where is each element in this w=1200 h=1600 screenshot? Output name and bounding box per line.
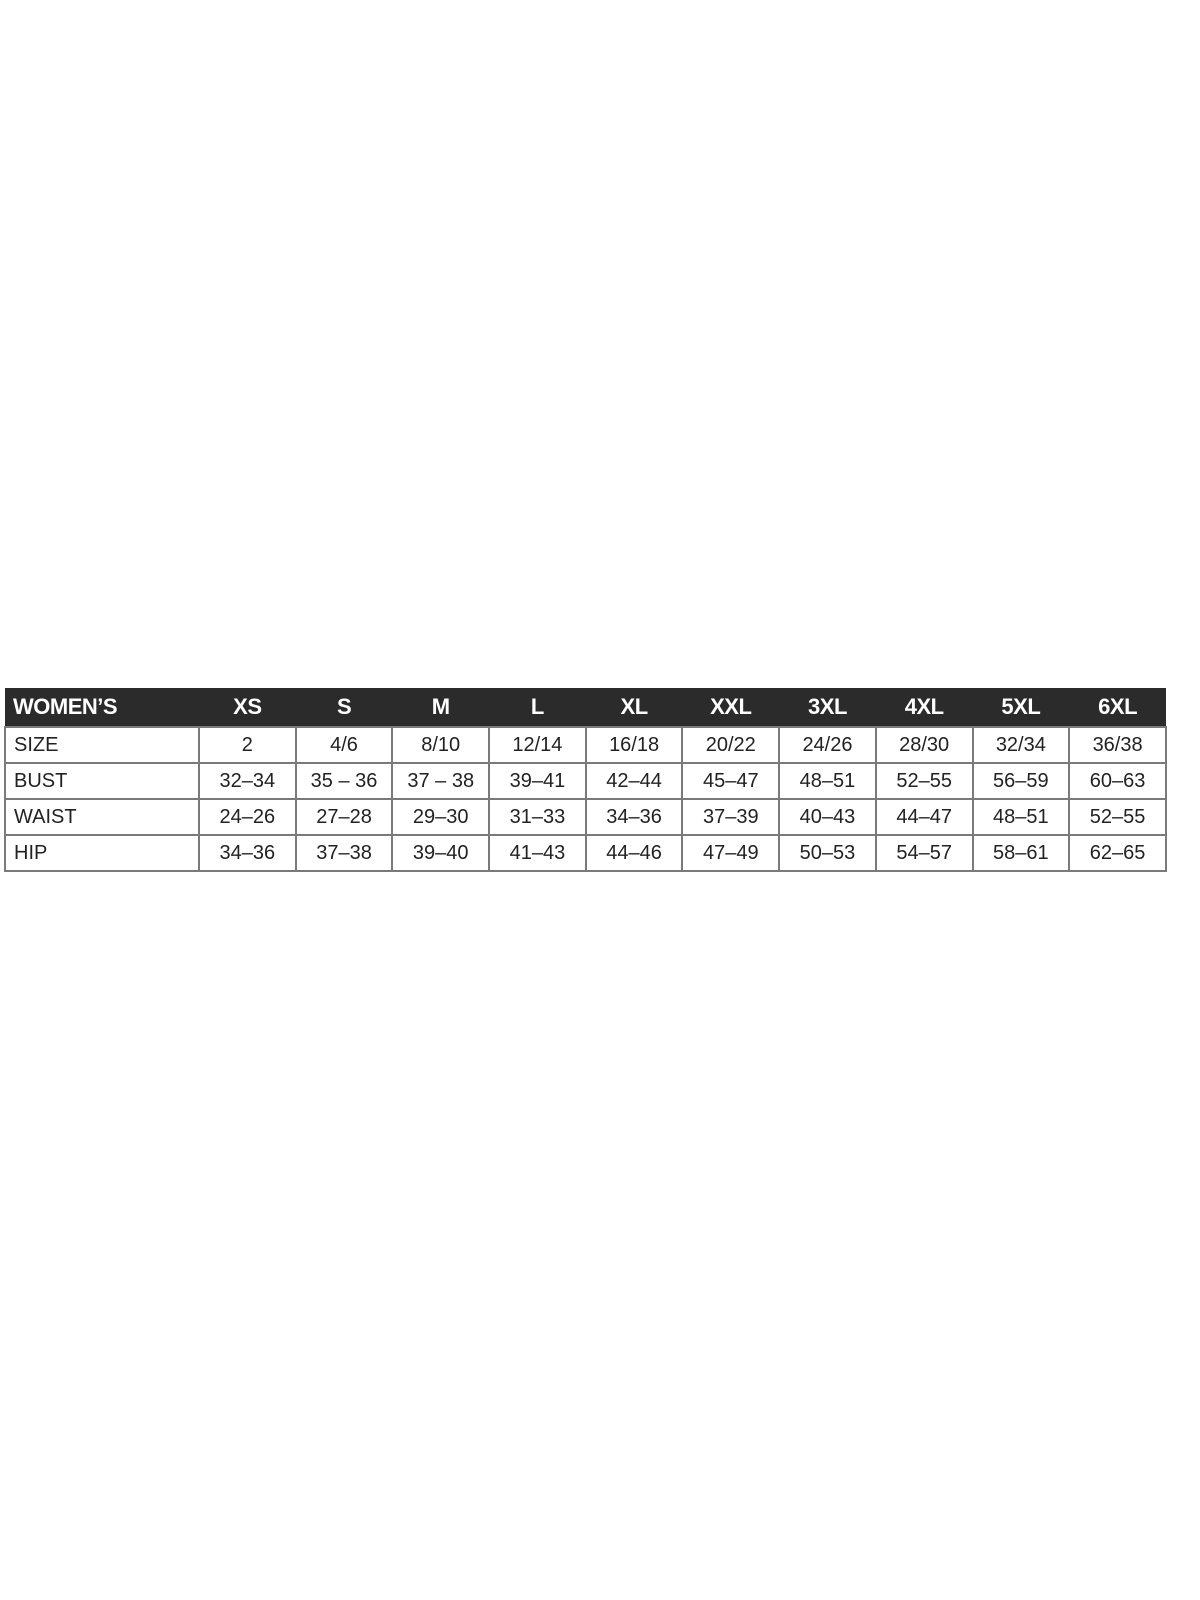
table-cell: 54–57 — [874, 834, 974, 872]
row-label: HIP — [4, 834, 200, 872]
row-label: WAIST — [4, 798, 200, 836]
size-chart-table: WOMEN’S XS S M L XL XXL 3XL 4XL 5XL 6XL SIZE 2 4/6 8/… — [4, 688, 1167, 872]
table-cell: 34–36 — [584, 798, 684, 836]
table-cell: 52–55 — [874, 762, 974, 800]
column-header: XS — [199, 688, 296, 727]
table-cell: 29–30 — [391, 798, 491, 836]
column-header: M — [392, 688, 490, 727]
table-cell: 37–38 — [294, 834, 394, 872]
table-cell: 16/18 — [584, 726, 684, 764]
column-header: XXL — [682, 688, 780, 727]
table-cell: 35 – 36 — [294, 762, 394, 800]
table-row: WAIST 24–26 27–28 29–30 31–33 34–36 37–39 40–43… — [4, 798, 1167, 836]
column-header: 5XL — [972, 688, 1070, 727]
table-cell: 44–46 — [584, 834, 684, 872]
table-cell: 2 — [198, 726, 297, 764]
table-cell: 40–43 — [778, 798, 877, 836]
table-cell: 41–43 — [488, 834, 587, 872]
row-label: BUST — [4, 762, 200, 800]
table-cell: 24/26 — [778, 726, 877, 764]
table-cell: 4/6 — [294, 726, 394, 764]
table-cell: 58–61 — [971, 834, 1071, 872]
table-cell: 37 – 38 — [391, 762, 491, 800]
table-row: BUST 32–34 35 – 36 37 – 38 39–41 42–44 45–47 48… — [4, 762, 1167, 800]
column-header: L — [489, 688, 586, 727]
table-row: SIZE 2 4/6 8/10 12/14 16/18 20/22 24/26 28/30 32/… — [4, 726, 1167, 764]
column-header: S — [295, 688, 393, 727]
table-cell: 8/10 — [391, 726, 491, 764]
table-cell: 27–28 — [294, 798, 394, 836]
table-cell: 37–39 — [681, 798, 781, 836]
table-cell: 32/34 — [971, 726, 1071, 764]
header-row: WOMEN’S XS S M L XL XXL 3XL 4XL 5XL 6XL — [5, 688, 1166, 727]
table-cell: 42–44 — [584, 762, 684, 800]
row-label: SIZE — [4, 726, 200, 764]
table-cell: 12/14 — [488, 726, 587, 764]
table-cell: 48–51 — [778, 762, 877, 800]
table-cell: 36/38 — [1068, 726, 1167, 764]
table-cell: 60–63 — [1068, 762, 1167, 800]
table-cell: 50–53 — [778, 834, 877, 872]
table-cell: 52–55 — [1068, 798, 1167, 836]
column-header: XL — [585, 688, 683, 727]
table-cell: 62–65 — [1068, 834, 1167, 872]
table-cell: 39–41 — [488, 762, 587, 800]
table-title: WOMEN’S — [5, 688, 199, 727]
table-cell: 39–40 — [391, 834, 491, 872]
table-cell: 20/22 — [681, 726, 781, 764]
column-header: 6XL — [1069, 688, 1166, 727]
table-cell: 47–49 — [681, 834, 781, 872]
column-header: 3XL — [779, 688, 876, 727]
table-cell: 34–36 — [198, 834, 297, 872]
table-row: HIP 34–36 37–38 39–40 41–43 44–46 47–49 50–53 54… — [4, 834, 1167, 872]
table-cell: 45–47 — [681, 762, 781, 800]
table-cell: 32–34 — [198, 762, 297, 800]
table-cell: 56–59 — [971, 762, 1071, 800]
column-header: 4XL — [875, 688, 973, 727]
table-cell: 48–51 — [971, 798, 1071, 836]
table-cell: 44–47 — [874, 798, 974, 836]
table-cell: 31–33 — [488, 798, 587, 836]
table-cell: 28/30 — [874, 726, 974, 764]
table-cell: 24–26 — [198, 798, 297, 836]
